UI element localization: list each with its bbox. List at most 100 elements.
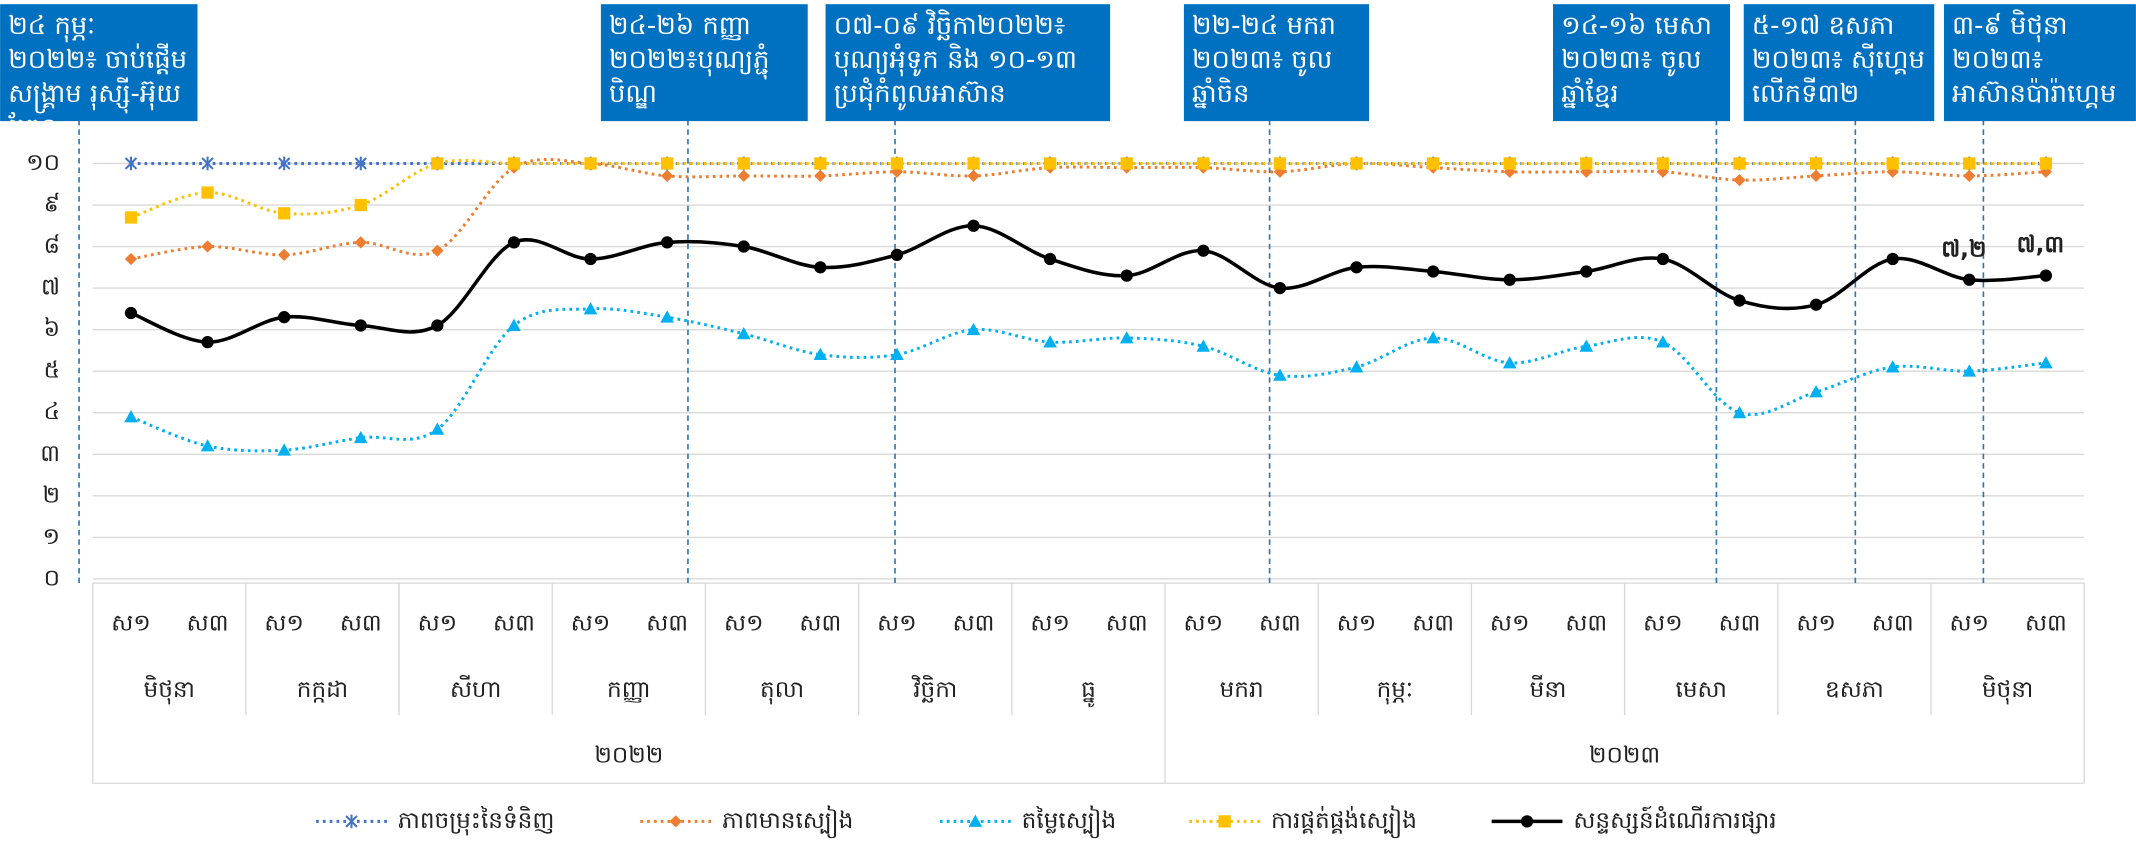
point: [1885, 360, 1900, 373]
annotation-text: ០៧-០៩ វិច្ឆិកា២០២២៖ បុណ្យអុំទូក និង ១០-១…: [825, 4, 1111, 122]
point: [1963, 273, 1976, 286]
point: [1196, 339, 1211, 352]
legend-item: ភាពចម្រុះនៃទំនិញ: [316, 805, 554, 836]
point: [1580, 157, 1593, 170]
legend-label: សន្ទស្សន៍ដំណើរការផ្សារ: [1573, 805, 1776, 834]
point: [814, 261, 827, 274]
annotation-text: ២៤-២៦ កញ្ញា ២០២២៖បុណ្យភ្ជុំបិណ្ឌ: [600, 4, 808, 122]
point: [124, 211, 138, 224]
x-tick-label: ស១: [1796, 610, 1836, 636]
point: [1520, 815, 1534, 828]
point: [1656, 252, 1670, 266]
month-label: កញ្ញា: [607, 677, 651, 703]
x-tick-label: ស១: [877, 610, 917, 636]
point: [124, 410, 138, 423]
x-tick-label: ស១: [1337, 610, 1377, 636]
x-tick-label: ស១: [264, 610, 304, 636]
point: [1732, 405, 1747, 419]
x-tick-label: ស១: [1030, 610, 1070, 636]
point: [124, 156, 138, 171]
data-label: ៧,២: [1941, 236, 1986, 262]
month-label: កក្កដា: [297, 677, 348, 703]
point: [1656, 157, 1670, 170]
point: [2039, 356, 2053, 369]
x-tick-label: ស៣: [799, 610, 841, 636]
point: [967, 219, 980, 232]
point: [430, 422, 445, 435]
month-label: វិច្ឆិកា: [912, 674, 958, 703]
y-tick-label: ១០: [26, 150, 60, 176]
point: [1580, 265, 1593, 278]
point: [584, 252, 597, 266]
annotation-box: ៥-១៧ ឧសភា ២០២៣៖ ស៊ីហ្គេមលើកទី៣២: [1743, 4, 1935, 122]
point: [1809, 157, 1823, 170]
point: [1349, 360, 1364, 373]
point: [583, 302, 598, 315]
point: [1733, 294, 1746, 307]
year-label: ២០២២: [594, 743, 663, 769]
month-label: ឧសភា: [1825, 677, 1884, 703]
point: [814, 169, 827, 183]
point: [1426, 265, 1440, 278]
x-tick-label: ស១: [111, 610, 151, 636]
point: [431, 319, 444, 332]
annotation-box: ០៧-០៩ វិច្ឆិកា២០២២៖ បុណ្យអុំទូក និង ១០-១…: [825, 4, 1111, 122]
x-tick-label: ស១: [1950, 610, 1990, 636]
point: [737, 169, 750, 183]
annotation-box: ១៤-១៦ មេសា ២០២៣៖ ចូលឆ្នាំខ្មែរ: [1552, 4, 1731, 122]
point: [890, 248, 904, 261]
legend-item: ភាពមានស្បៀង: [640, 805, 853, 839]
point: [507, 157, 521, 170]
month-label: មេសា: [1675, 677, 1726, 703]
annotation-box: ៣-៩ មិថុនា ២០២៣៖ អាស៊ានប៉ារ៉ាហ្គេម: [1943, 4, 2136, 122]
x-tick-label: ស៣: [1565, 610, 1607, 636]
point: [1350, 261, 1363, 274]
point: [124, 252, 138, 266]
point: [890, 157, 904, 170]
point: [968, 814, 983, 827]
annotation-text: ២៤ កុម្ភៈ ២០២២៖ ចាប់ផ្តើមសង្គ្រាម រុស្ស៊…: [0, 4, 198, 122]
point: [661, 169, 674, 183]
point: [1120, 157, 1133, 170]
x-tick-label: ស៣: [1719, 610, 1761, 636]
point: [890, 347, 904, 361]
series-line: [130, 224, 2046, 344]
point: [354, 319, 367, 332]
month-label: តុលា: [760, 677, 804, 705]
point: [431, 244, 444, 257]
point: [354, 198, 367, 212]
x-tick-label: ស១: [1490, 610, 1530, 636]
y-tick-label: ២: [42, 482, 60, 508]
point: [201, 335, 214, 349]
point: [1426, 157, 1440, 170]
point: [1733, 173, 1746, 187]
point: [1886, 157, 1899, 170]
point: [1503, 273, 1516, 286]
y-tick-label: ៩: [44, 192, 60, 218]
x-tick-label: ស៣: [1412, 610, 1454, 636]
x-tick-label: ស៣: [1872, 610, 1914, 636]
point: [277, 443, 291, 456]
month-label: សីហា: [450, 674, 501, 703]
point: [1197, 157, 1210, 170]
month-label: មីនា: [1530, 674, 1567, 703]
data-label: ៧,៣: [2017, 232, 2065, 258]
point: [1044, 157, 1057, 170]
x-tick-label: ស៣: [493, 610, 535, 636]
point: [967, 169, 980, 183]
month-label: ធ្នូ: [1081, 677, 1096, 708]
annotation-text: ៥-១៧ ឧសភា ២០២៣៖ ស៊ីហ្គេមលើកទី៣២: [1743, 4, 1935, 122]
point: [584, 157, 597, 170]
point: [1733, 157, 1746, 170]
y-tick-label: ៧: [41, 275, 60, 301]
x-tick-label: ស៣: [1259, 610, 1301, 636]
point: [736, 326, 751, 340]
point: [201, 156, 214, 171]
month-label: មករា: [1220, 677, 1264, 703]
legend-item: ការផ្គត់ផ្គង់ស្បៀង: [1189, 805, 1417, 839]
point: [1962, 364, 1977, 377]
point: [345, 814, 358, 829]
legend-label: ភាពចម្រុះនៃទំនិញ: [398, 805, 555, 836]
point: [2039, 269, 2053, 282]
